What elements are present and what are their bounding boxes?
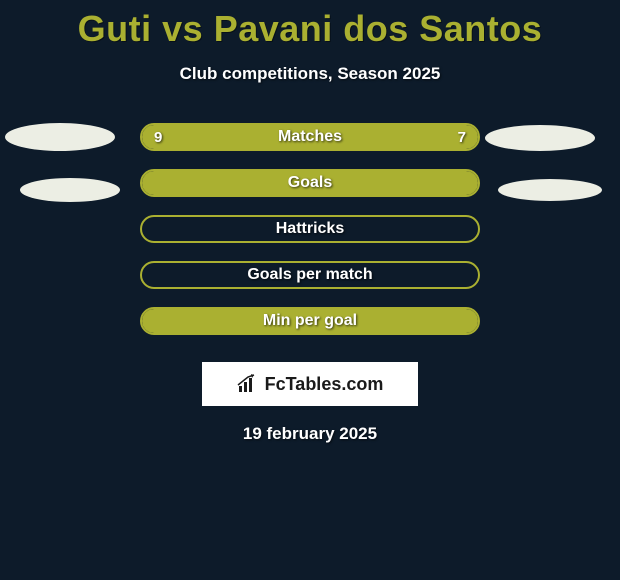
page-title: Guti vs Pavani dos Santos — [0, 0, 620, 50]
bar-track: Goals — [140, 169, 480, 197]
chart-icon — [237, 374, 261, 394]
bar-label: Min per goal — [263, 312, 357, 330]
bar-value-right: 7 — [458, 129, 466, 146]
bar-label: Goals per match — [247, 266, 372, 284]
bar-label: Hattricks — [276, 220, 344, 238]
bar-track: Matches 9 7 — [140, 123, 480, 151]
bar-track: Min per goal — [140, 307, 480, 335]
bar-track: Goals per match — [140, 261, 480, 289]
stat-row: Min per goal — [0, 298, 620, 344]
player-marker — [485, 125, 595, 151]
bar-label: Matches — [278, 128, 342, 146]
bar-label: Goals — [288, 174, 332, 192]
stat-row: Goals per match — [0, 252, 620, 298]
logo-box: FcTables.com — [202, 362, 418, 406]
stat-row: Hattricks — [0, 206, 620, 252]
date-text: 19 february 2025 — [0, 424, 620, 444]
bar-track: Hattricks — [140, 215, 480, 243]
logo-text: FcTables.com — [265, 374, 384, 395]
bar-value-left: 9 — [154, 129, 162, 146]
player-marker — [498, 179, 602, 201]
player-marker — [5, 123, 115, 151]
subtitle: Club competitions, Season 2025 — [0, 64, 620, 84]
player-marker — [20, 178, 120, 202]
